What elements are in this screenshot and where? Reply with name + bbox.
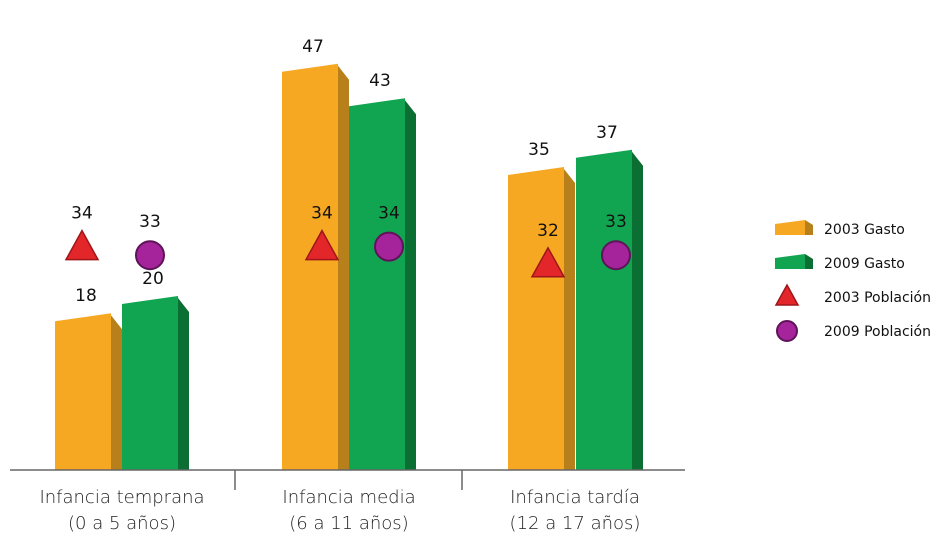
legend-item-4: 2009 Población (776, 320, 931, 342)
category-label-line1: Infancia media (282, 487, 415, 508)
category-label-line2: (12 a 17 años) (510, 513, 641, 534)
category-label-line1: Infancia temprana (39, 487, 204, 508)
category-label-line1: Infancia tardía (510, 487, 640, 508)
legend-label: 2003 Gasto (824, 222, 905, 238)
bar-side (111, 315, 122, 470)
bar-front (122, 296, 178, 470)
bar-side (632, 151, 643, 471)
marker-circle-1 (135, 240, 165, 271)
marker-value-label: 33 (605, 212, 627, 232)
legend-swatch-side (805, 254, 813, 269)
bar-side (338, 65, 349, 471)
bar-side (405, 100, 416, 470)
bar-2-1 (122, 296, 189, 470)
legend-circle-icon (776, 320, 798, 342)
marker-triangle-3 (530, 246, 566, 278)
marker-value-label: 32 (537, 221, 559, 241)
marker-triangle-2 (304, 229, 340, 261)
bar-value-label: 43 (369, 71, 391, 91)
bar-value-label: 37 (596, 123, 618, 143)
legend-triangle-icon (774, 283, 800, 306)
bar-side (564, 169, 575, 470)
legend-swatch (775, 220, 805, 235)
marker-circle-2 (374, 231, 404, 262)
bar-front (576, 149, 632, 471)
bar-front (349, 98, 405, 470)
legend-item-3: 2003 Población (774, 283, 931, 306)
bar-front (508, 167, 564, 470)
bars-layer (55, 63, 643, 471)
bar-front (55, 313, 111, 470)
legend-item-1: 2003 Gasto (775, 220, 905, 238)
bar-side (178, 298, 189, 470)
marker-triangle-1 (64, 229, 100, 261)
bar-value-label: 20 (142, 269, 164, 289)
legend-swatch (775, 254, 805, 269)
x-axis (10, 469, 685, 490)
bar-value-label: 47 (302, 37, 324, 57)
legend-item-2: 2009 Gasto (775, 254, 905, 272)
bar-2-3 (576, 149, 643, 471)
legend: 2003 Gasto 2009 Gasto 2003 Población 2009 P… (774, 220, 931, 342)
legend-swatch-side (805, 220, 813, 235)
marker-value-label: 34 (311, 204, 333, 224)
legend-label: 2009 Gasto (824, 256, 905, 272)
bar-1-3 (508, 167, 575, 470)
bar-1-1 (55, 313, 122, 470)
marker-value-label: 34 (71, 204, 93, 224)
bar-2-2 (349, 98, 416, 470)
value-labels: 18 47 35 20 43 37 34 34 32 33 34 33 (71, 37, 627, 306)
marker-value-label: 34 (378, 204, 400, 224)
bar-value-label: 35 (528, 140, 550, 160)
bar-1-2 (282, 63, 349, 471)
marker-value-label: 33 (139, 212, 161, 232)
legend-label: 2009 Población (824, 324, 931, 340)
bar-value-label: 18 (75, 286, 97, 306)
bar-front (282, 63, 338, 471)
category-labels: Infancia temprana (0 a 5 años) Infancia me… (39, 487, 640, 534)
category-label-line2: (0 a 5 años) (68, 513, 176, 534)
category-label-line2: (6 a 11 años) (289, 513, 408, 534)
marker-circle-3 (601, 240, 631, 271)
legend-label: 2003 Población (824, 290, 931, 306)
markers-layer (64, 229, 631, 278)
